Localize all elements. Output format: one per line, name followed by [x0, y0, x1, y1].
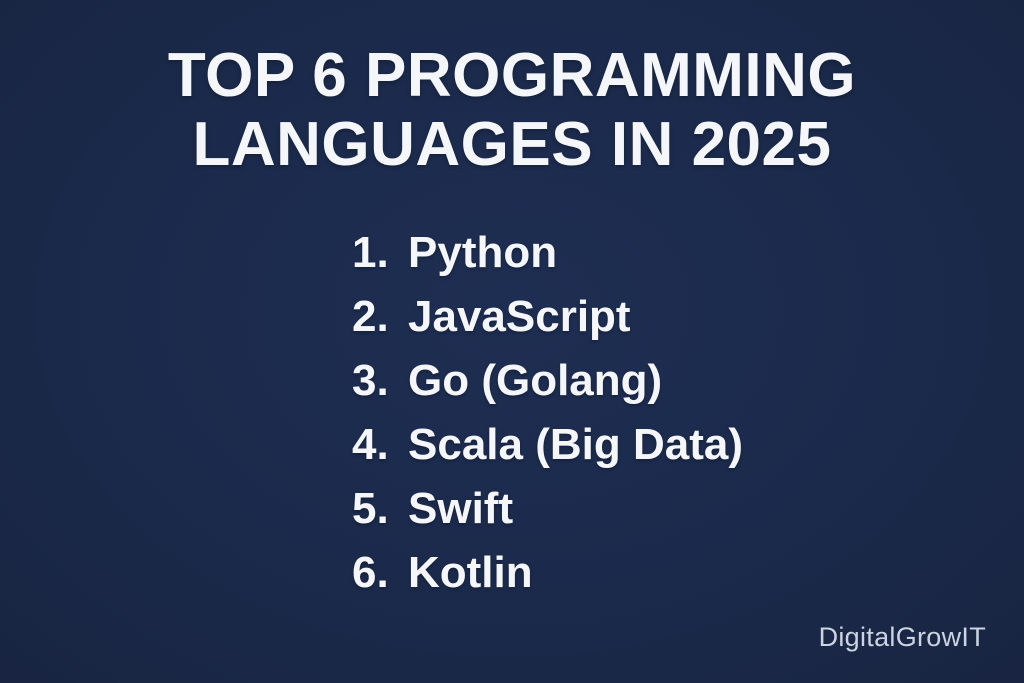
list-item: 1. Python — [352, 228, 743, 292]
list-item: 2. JavaScript — [352, 292, 743, 356]
list-item-label: Python — [408, 228, 558, 277]
list-item-label: Kotlin — [408, 548, 533, 597]
watermark: DigitalGrowIT — [818, 622, 986, 652]
list-item-number: 6. — [352, 548, 389, 597]
list-item-number: 2. — [352, 292, 389, 341]
list-item-label: JavaScript — [408, 292, 631, 341]
list-item: 4. Scala (Big Data) — [352, 420, 743, 484]
list-item-number: 3. — [352, 356, 389, 405]
language-list: 1. Python 2. JavaScript 3. Go (Golang) 4… — [352, 228, 743, 612]
list-item: 6. Kotlin — [352, 548, 743, 612]
list-item-number: 4. — [352, 420, 389, 469]
list-item-number: 5. — [352, 484, 389, 533]
list-item-number: 1. — [352, 228, 389, 277]
page-title-line-2: LANGUAGES IN 2025 — [192, 109, 832, 179]
page-title-line-1: TOP 6 PROGRAMMING — [167, 41, 857, 110]
list-item: 5. Swift — [352, 484, 743, 548]
list-item-label: Go (Golang) — [408, 356, 663, 405]
list-item-label: Scala (Big Data) — [408, 420, 743, 469]
list-item: 3. Go (Golang) — [352, 356, 743, 420]
page-title: TOP 6 PROGRAMMING LANGUAGES IN 2025 — [0, 41, 1024, 180]
list-item-label: Swift — [408, 484, 514, 533]
